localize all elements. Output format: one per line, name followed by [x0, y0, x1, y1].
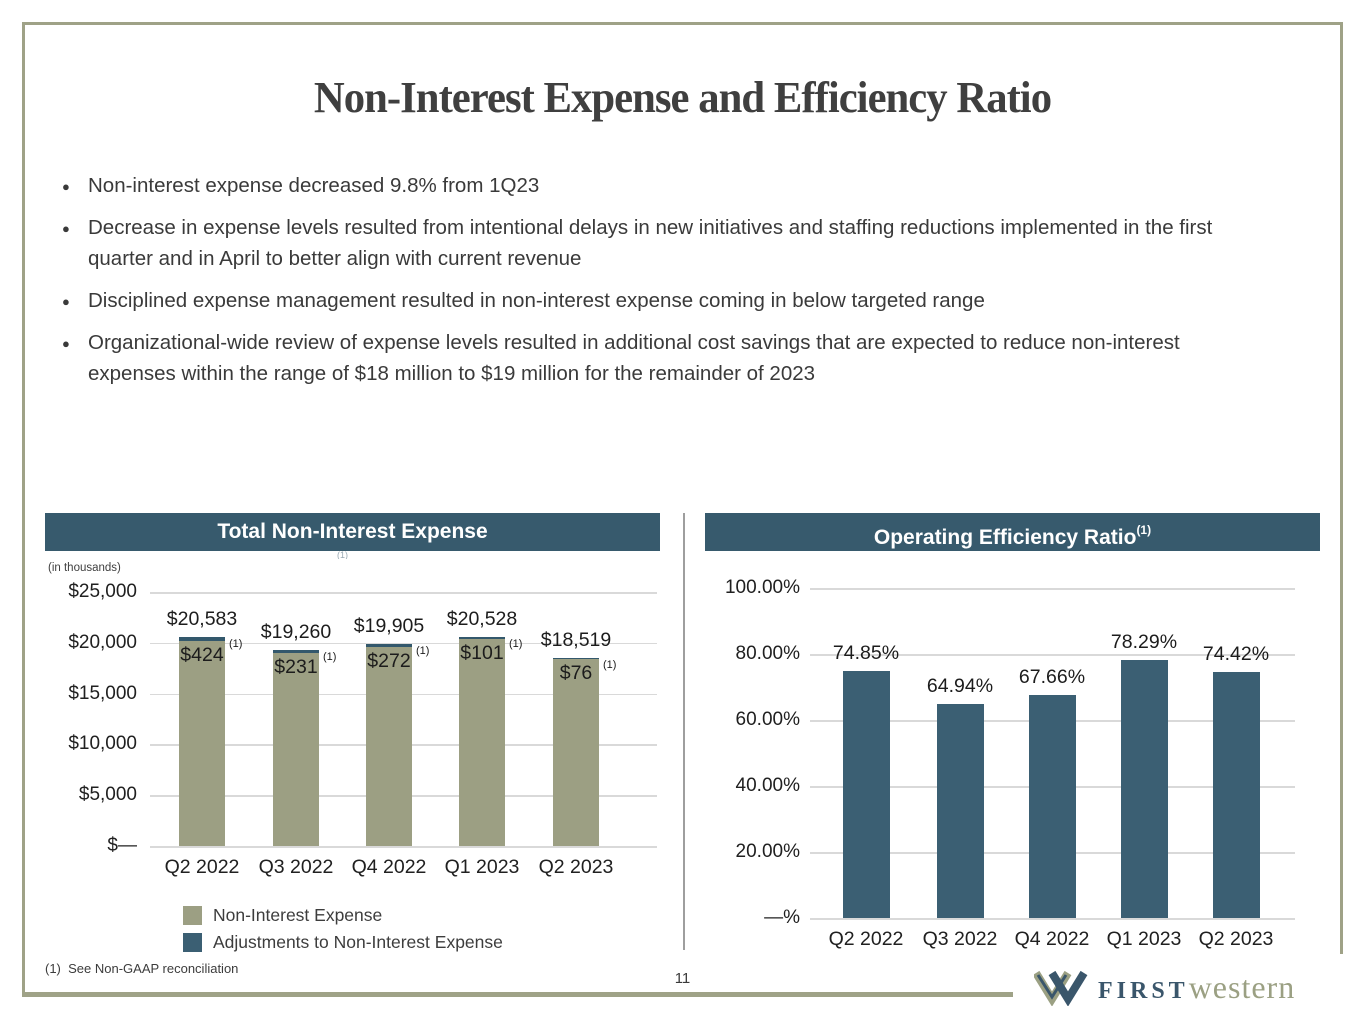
footnote-marker: (1) [1136, 523, 1152, 537]
x-axis-label: Q2 2022 [828, 928, 904, 950]
x-axis-label: Q4 2022 [1014, 928, 1090, 950]
bar-efficiency-ratio [1028, 694, 1076, 918]
slide-border-right [1340, 22, 1343, 954]
y-axis-tick: 60.00% [735, 709, 800, 730]
bar-non-interest-expense-segment [366, 646, 412, 846]
first-western-w-icon [1034, 970, 1088, 1006]
bullet-list: Non-interest expense decreased 9.8% from… [62, 170, 1252, 400]
bar-adjustment-label: $272 [367, 649, 411, 672]
x-axis-label: Q2 2023 [1198, 928, 1274, 950]
bar-efficiency-ratio [842, 670, 890, 918]
bar-total-label: $19,905 [353, 614, 425, 637]
page-number: 11 [674, 970, 691, 987]
gridline [810, 918, 1295, 920]
bar-value-label: 64.94% [926, 674, 994, 697]
chart-title-text: Operating Efficiency Ratio [873, 526, 1137, 549]
bar-non-interest-expense-segment [553, 659, 599, 846]
logo-text-first: FIRST [1098, 978, 1189, 1004]
bar-adjustments-segment [366, 643, 412, 647]
bar-non-interest-expense-segment [179, 641, 225, 846]
y-axis-tick: 100.00% [724, 577, 800, 598]
bar-adjustment-label: $101 [460, 641, 504, 664]
y-axis-tick: 80.00% [735, 643, 800, 664]
y-axis-tick: 40.00% [735, 775, 800, 796]
x-axis-label: Q2 2023 [538, 856, 614, 878]
footnote-marker: (1) [323, 651, 337, 664]
x-axis-label: Q1 2023 [1106, 928, 1182, 950]
bar-adjustment-label: $76 [559, 662, 593, 685]
bullet-item: Disciplined expense management resulted … [62, 285, 1252, 317]
logo-text-western: western [1188, 969, 1296, 1005]
bar-efficiency-ratio [1120, 659, 1168, 918]
bar-adjustments-segment [179, 636, 225, 642]
panel-divider [683, 513, 685, 950]
x-axis-label: Q4 2022 [351, 856, 427, 878]
bar-adjustments-segment [273, 650, 319, 653]
chart-units-label: (in thousands) [48, 562, 121, 574]
x-axis-label: Q2 2022 [164, 856, 240, 878]
title-superscript-artifact: (1) [337, 550, 348, 559]
bar-total-label: $19,260 [260, 621, 332, 644]
bar-value-label: 74.85% [832, 641, 900, 664]
y-axis-tick: $15,000 [68, 682, 137, 704]
bar-value-label: 67.66% [1018, 665, 1086, 688]
y-axis-tick: —% [764, 907, 800, 928]
slide-border-left [22, 22, 25, 995]
company-logo: FIRST western [1034, 960, 1295, 1006]
bar-value-label: 78.29% [1110, 630, 1178, 653]
x-axis-label: Q1 2023 [444, 856, 520, 878]
gridline [150, 846, 657, 848]
footnote-marker: (1) [509, 638, 523, 651]
y-axis-tick: $10,000 [68, 733, 137, 755]
total-non-interest-expense-chart: Total Non-Interest Expense (1) (in thous… [45, 505, 660, 975]
bar-non-interest-expense-segment [273, 652, 319, 846]
bullet-item: Organizational-wide review of expense le… [62, 327, 1252, 389]
legend-label: Adjustments to Non-Interest Expense [213, 932, 503, 952]
operating-efficiency-ratio-chart: Operating Efficiency Ratio(1) 100.00% 80.… [705, 505, 1320, 975]
bar-adjustments-segment [459, 637, 505, 639]
y-axis-tick: 20.00% [735, 841, 800, 862]
x-axis-label: Q3 2022 [922, 928, 998, 950]
non-interest-expense-legend-swatch [183, 906, 202, 925]
x-axis-label: Q3 2022 [258, 856, 334, 878]
bullet-item: Decrease in expense levels resulted from… [62, 212, 1252, 274]
slide-title: Non-Interest Expense and Efficiency Rati… [313, 73, 1052, 122]
gridline [810, 654, 1295, 656]
chart-title-banner: Total Non-Interest Expense [45, 513, 660, 551]
gridline [810, 588, 1295, 590]
footnote-marker: (1) [603, 658, 617, 671]
bar-total-label: $20,528 [446, 608, 518, 631]
legend-label: Non-Interest Expense [213, 905, 383, 925]
slide-border-top [22, 22, 1343, 25]
adjustments-legend-swatch [183, 933, 202, 952]
y-axis-tick: $20,000 [68, 631, 137, 653]
chart-legend: Non-Interest Expense Adjustments to Non-I… [183, 904, 503, 954]
bar-adjustments-segment [553, 657, 599, 660]
legend-item: Adjustments to Non-Interest Expense [183, 931, 503, 954]
footnote: (1) See Non-GAAP reconciliation [45, 961, 239, 976]
footnote-marker: (1) [229, 637, 243, 650]
y-axis-tick: $25,000 [68, 581, 137, 602]
bar-efficiency-ratio [1212, 672, 1260, 918]
y-axis-tick: $5,000 [78, 784, 137, 806]
bar-non-interest-expense-segment [459, 638, 505, 846]
bar-adjustment-label: $424 [180, 644, 224, 667]
bar-value-label: 74.42% [1202, 643, 1270, 666]
y-axis-tick: $— [107, 835, 137, 856]
bar-total-label: $20,583 [166, 607, 238, 630]
bar-total-label: $18,519 [540, 628, 612, 651]
bar-efficiency-ratio [936, 703, 984, 918]
footnote-marker: (1) [416, 644, 430, 657]
gridline [150, 642, 657, 645]
gridline [150, 592, 657, 594]
legend-item: Non-Interest Expense [183, 904, 503, 927]
bar-adjustment-label: $231 [274, 655, 318, 678]
slide-border-bottom [22, 992, 1013, 997]
chart-title-banner: Operating Efficiency Ratio(1) [705, 513, 1320, 551]
bullet-item: Non-interest expense decreased 9.8% from… [62, 170, 1252, 202]
